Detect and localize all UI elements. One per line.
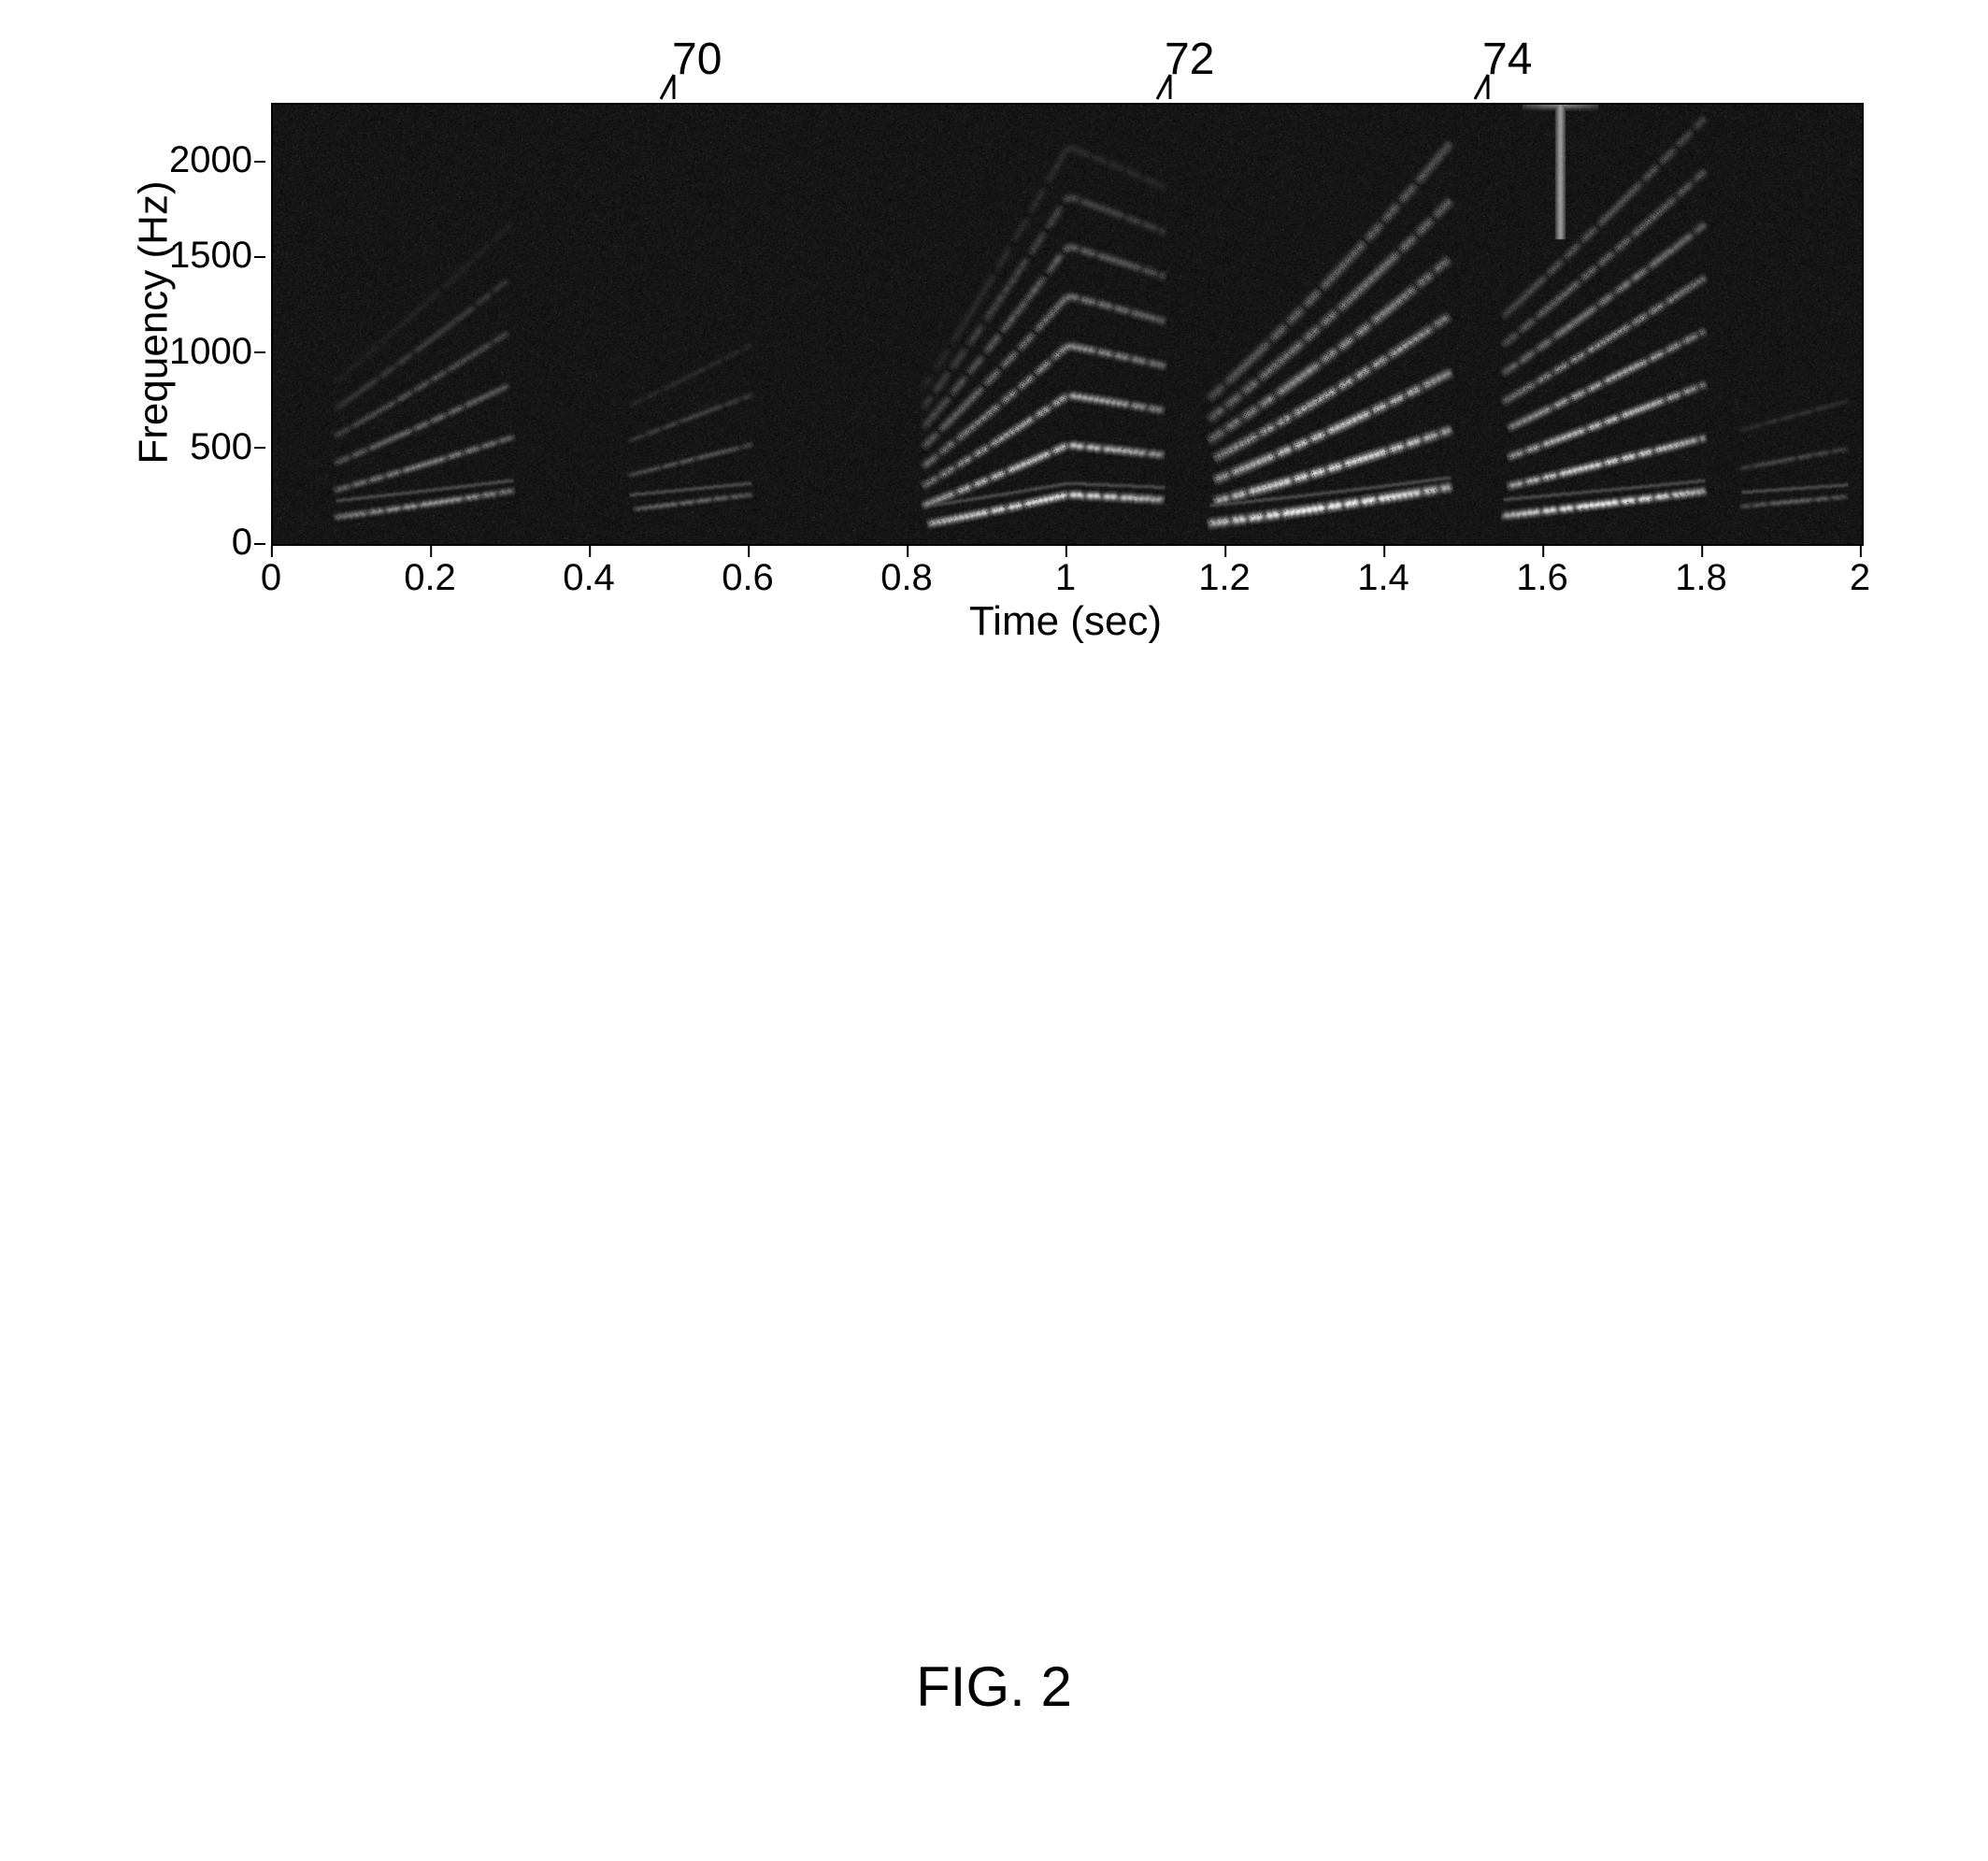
spectrogram-canvas xyxy=(273,105,1862,544)
figure-caption-text: FIG. 2 xyxy=(916,1655,1072,1718)
spectrogram-plot xyxy=(271,103,1864,546)
y-tick: 2000 xyxy=(168,139,252,181)
x-tick: 1.4 xyxy=(1357,557,1409,599)
y-tick: 1500 xyxy=(168,235,252,277)
callout: 74 xyxy=(1482,37,1532,82)
spectrogram-figure: 707274 Frequency (Hz) 0500100015002000 0… xyxy=(112,37,1925,673)
page: 707274 Frequency (Hz) 0500100015002000 0… xyxy=(0,0,1988,1861)
callouts: 70 72 74 xyxy=(112,37,1925,103)
x-tick: 0.2 xyxy=(404,557,456,599)
x-tick: 1.6 xyxy=(1516,557,1568,599)
y-tick: 1000 xyxy=(168,331,252,373)
x-tick: 0 xyxy=(261,557,281,599)
x-tick: 1.2 xyxy=(1198,557,1251,599)
x-tick: 0.8 xyxy=(880,557,933,599)
y-ticks: 0500100015002000 xyxy=(112,103,262,542)
y-tick: 0 xyxy=(168,522,252,564)
callout: 72 xyxy=(1165,37,1214,82)
callout: 70 xyxy=(672,37,722,82)
x-axis-label: Time (sec) xyxy=(271,598,1860,645)
x-tick: 0.6 xyxy=(722,557,774,599)
x-tick: 1 xyxy=(1055,557,1076,599)
x-tick: 1.8 xyxy=(1675,557,1727,599)
x-tick: 2 xyxy=(1850,557,1870,599)
y-tick: 500 xyxy=(168,426,252,468)
figure-caption: FIG. 2 xyxy=(0,1654,1988,1719)
x-axis-label-text: Time (sec) xyxy=(969,598,1162,644)
x-tick: 0.4 xyxy=(563,557,615,599)
x-ticks: 00.20.40.60.811.21.41.61.82 xyxy=(271,544,1860,591)
